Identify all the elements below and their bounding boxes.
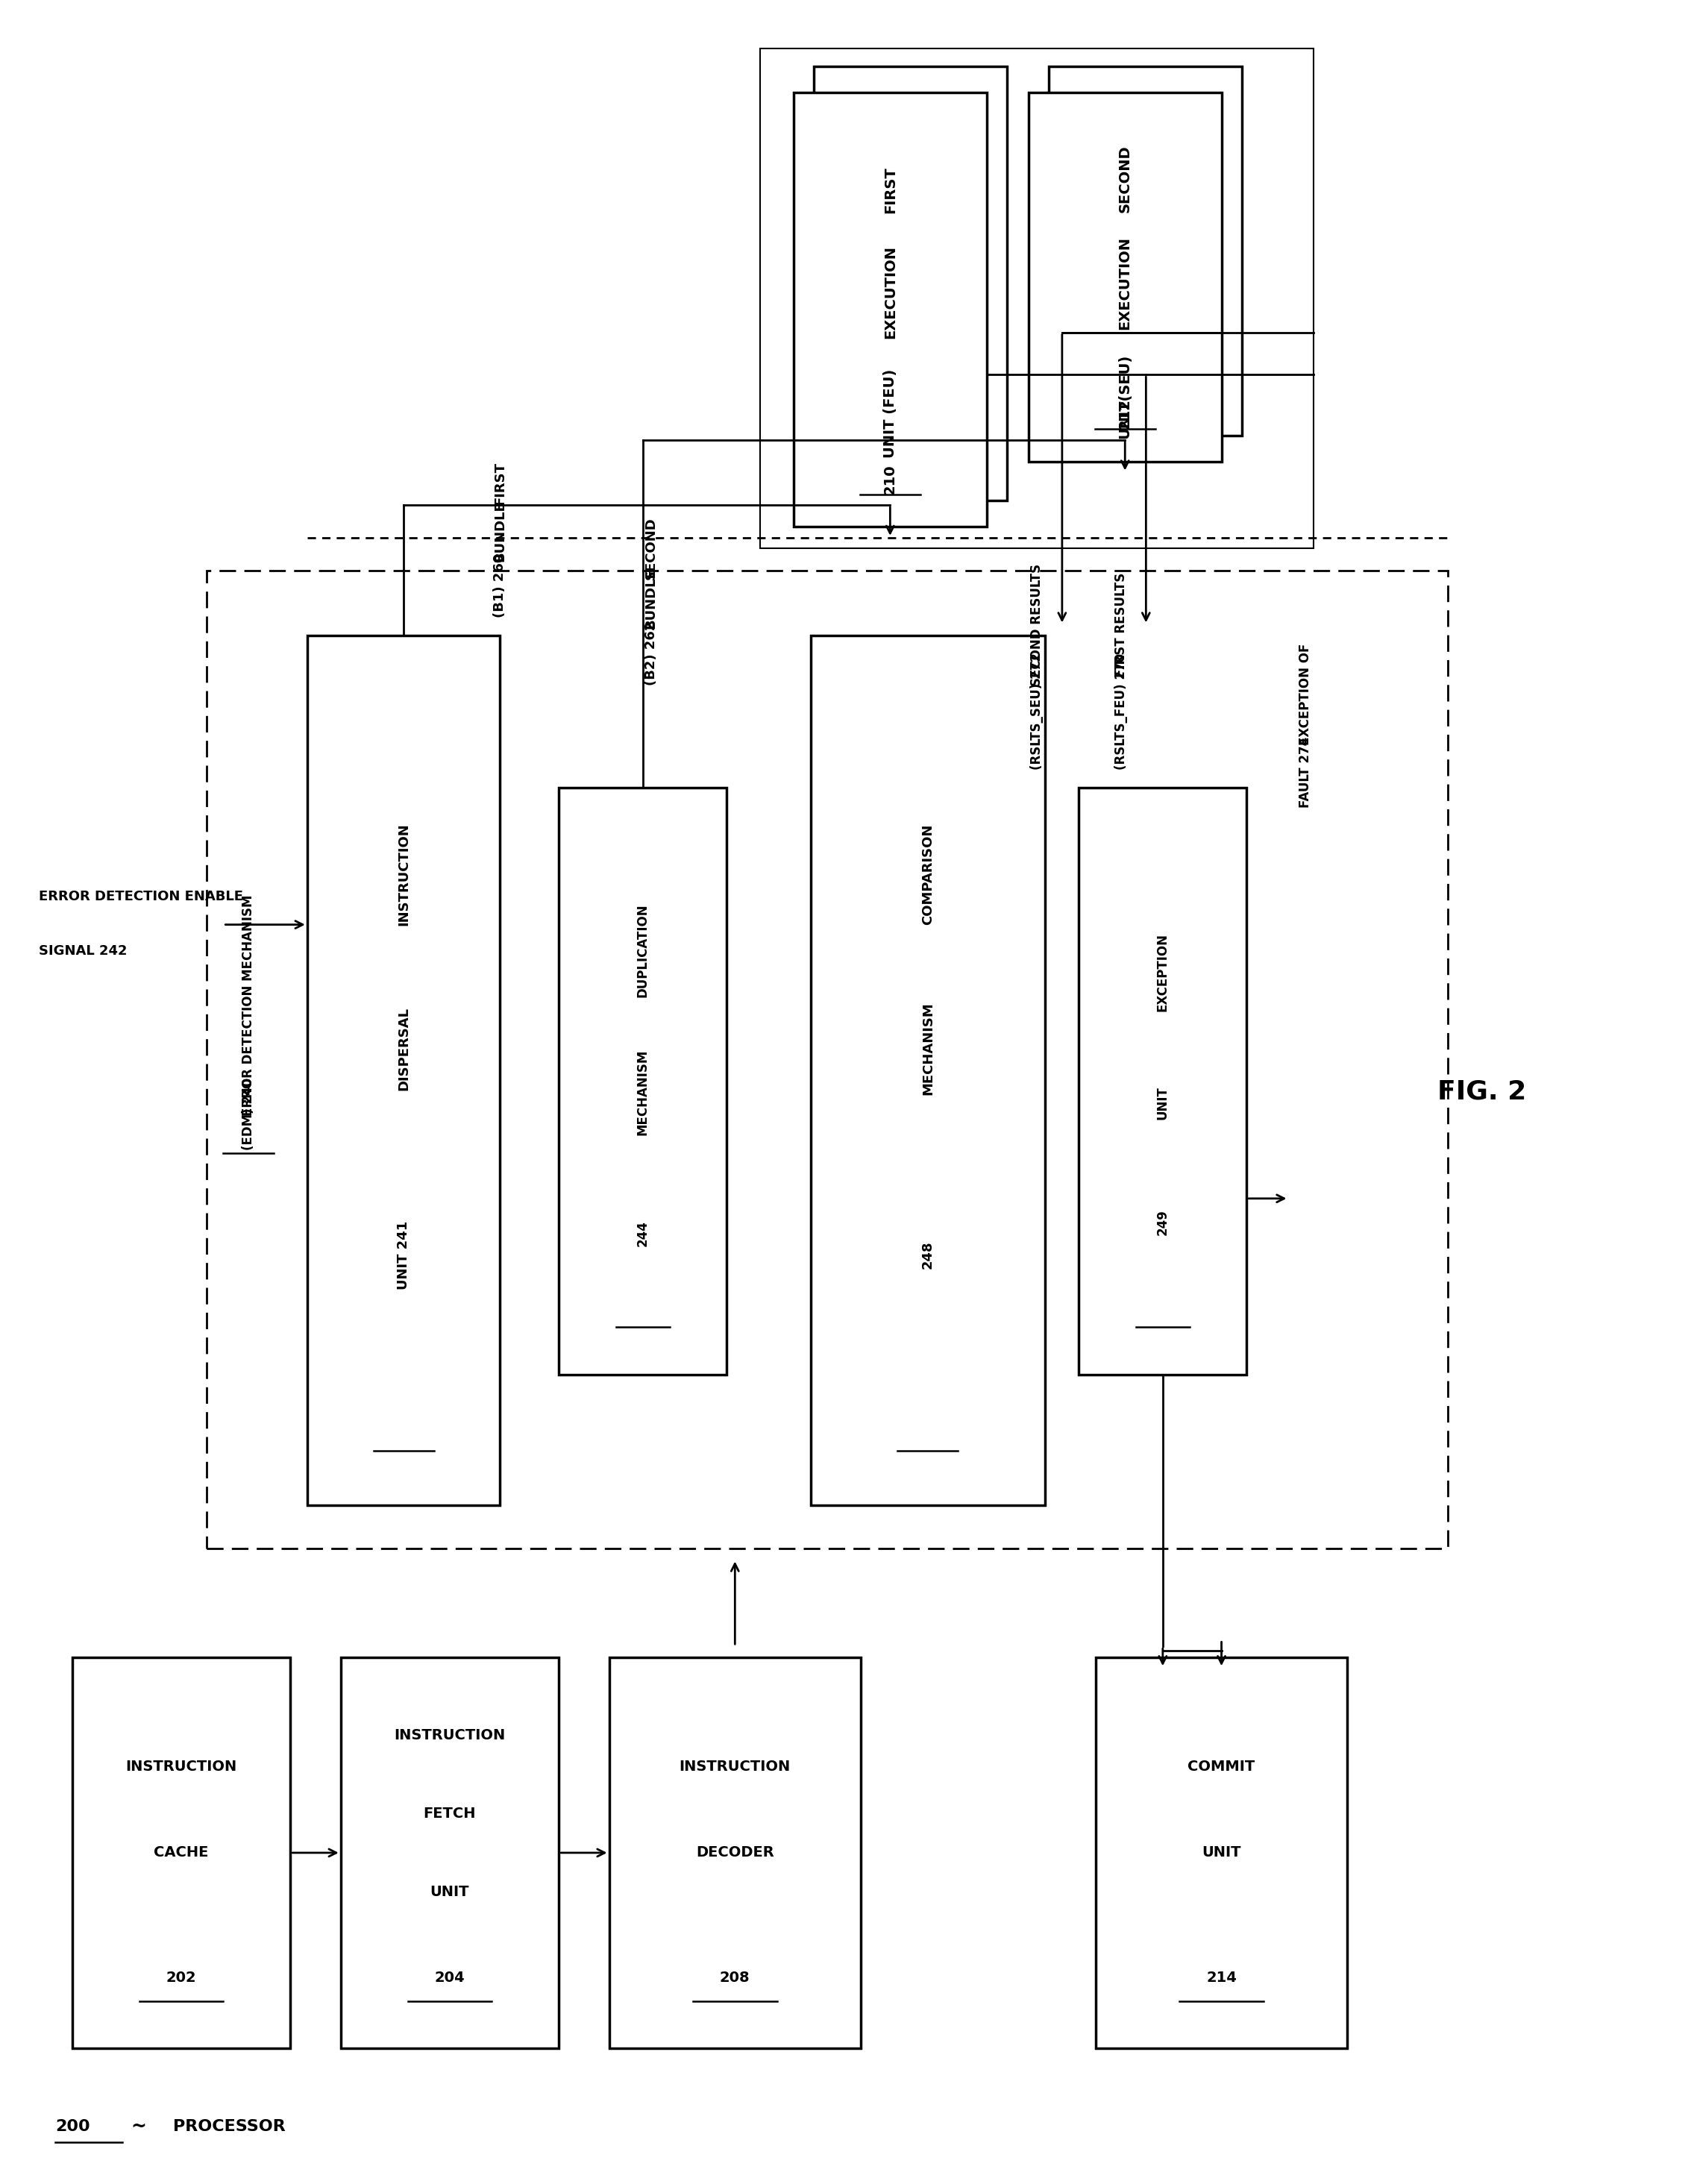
Bar — [73, 1658, 290, 2049]
Text: EXCEPTION: EXCEPTION — [1156, 933, 1170, 1011]
Text: EXECUTION: EXECUTION — [1117, 236, 1133, 330]
Bar — [1079, 788, 1247, 1374]
Text: INSTRUCTION: INSTRUCTION — [125, 1760, 236, 1773]
Text: FIRST RESULTS: FIRST RESULTS — [1114, 572, 1128, 677]
Text: PROCESSOR: PROCESSOR — [172, 2118, 285, 2134]
Text: (B1) 260: (B1) 260 — [493, 553, 506, 618]
Text: SECOND RESULTS: SECOND RESULTS — [1030, 563, 1043, 686]
Text: ERROR DETECTION MECHANISM: ERROR DETECTION MECHANISM — [241, 895, 255, 1116]
Text: FIRST: FIRST — [493, 461, 506, 505]
Text: 210: 210 — [883, 463, 898, 494]
Text: CACHE: CACHE — [154, 1845, 209, 1861]
Text: MECHANISM: MECHANISM — [922, 1002, 935, 1094]
Bar — [793, 92, 986, 526]
Text: 248: 248 — [922, 1241, 935, 1269]
Text: SIGNAL 242: SIGNAL 242 — [39, 943, 127, 957]
Text: (RSLTS_SEU) 272: (RSLTS_SEU) 272 — [1030, 653, 1043, 771]
Text: UNIT 241: UNIT 241 — [397, 1221, 410, 1289]
Text: DECODER: DECODER — [695, 1845, 775, 1861]
Text: INSTRUCTION: INSTRUCTION — [679, 1760, 790, 1773]
Text: UNIT: UNIT — [1202, 1845, 1241, 1861]
Text: BUNDLE: BUNDLE — [493, 500, 506, 561]
Bar — [206, 570, 1448, 1548]
Text: 212: 212 — [1117, 397, 1133, 428]
Bar — [1028, 92, 1222, 461]
Text: DUPLICATION: DUPLICATION — [636, 904, 650, 998]
Text: UNIT(SEU): UNIT(SEU) — [1117, 354, 1133, 439]
Text: ~: ~ — [132, 2118, 147, 2136]
Bar — [810, 636, 1045, 1505]
Text: 249: 249 — [1156, 1210, 1170, 1236]
Text: (RSLTS_FEU) 270: (RSLTS_FEU) 270 — [1114, 653, 1128, 769]
Text: EXCEPTION OF: EXCEPTION OF — [1298, 644, 1312, 745]
Text: SECOND: SECOND — [645, 518, 658, 579]
Text: INSTRUCTION: INSTRUCTION — [393, 1728, 505, 1743]
Text: 244: 244 — [636, 1221, 650, 1247]
Text: SECOND: SECOND — [1117, 146, 1133, 212]
Text: ERROR DETECTION ENABLE: ERROR DETECTION ENABLE — [39, 889, 243, 904]
Bar — [341, 1658, 559, 2049]
Text: 214: 214 — [1207, 1970, 1237, 1985]
Bar — [1048, 66, 1242, 435]
Text: INSTRUCTION: INSTRUCTION — [397, 823, 410, 926]
Text: 208: 208 — [719, 1970, 749, 1985]
Text: UNIT: UNIT — [1156, 1085, 1170, 1120]
Text: COMPARISON: COMPARISON — [922, 823, 935, 926]
Text: BUNDLE: BUNDLE — [645, 568, 658, 629]
Bar — [1096, 1658, 1347, 2049]
Text: UNIT (FEU): UNIT (FEU) — [883, 369, 898, 459]
Text: 202: 202 — [165, 1970, 196, 1985]
Text: DISPERSAL: DISPERSAL — [397, 1007, 410, 1090]
Text: 204: 204 — [434, 1970, 464, 1985]
Text: COMMIT: COMMIT — [1188, 1760, 1256, 1773]
Bar — [760, 48, 1313, 548]
Text: UNIT: UNIT — [430, 1885, 469, 1898]
Bar — [814, 66, 1006, 500]
Text: (EDM) 240: (EDM) 240 — [241, 1077, 255, 1151]
Bar — [307, 636, 500, 1505]
Text: FIRST: FIRST — [883, 166, 898, 214]
Bar — [609, 1658, 861, 2049]
Text: FAULT 274: FAULT 274 — [1298, 736, 1312, 808]
Text: FETCH: FETCH — [424, 1806, 476, 1821]
Text: FIG. 2: FIG. 2 — [1436, 1079, 1526, 1105]
Text: MECHANISM: MECHANISM — [636, 1048, 650, 1136]
Text: EXECUTION: EXECUTION — [883, 245, 898, 339]
Text: 200: 200 — [56, 2118, 89, 2134]
Text: (B2) 262: (B2) 262 — [645, 620, 658, 686]
Bar — [559, 788, 726, 1374]
